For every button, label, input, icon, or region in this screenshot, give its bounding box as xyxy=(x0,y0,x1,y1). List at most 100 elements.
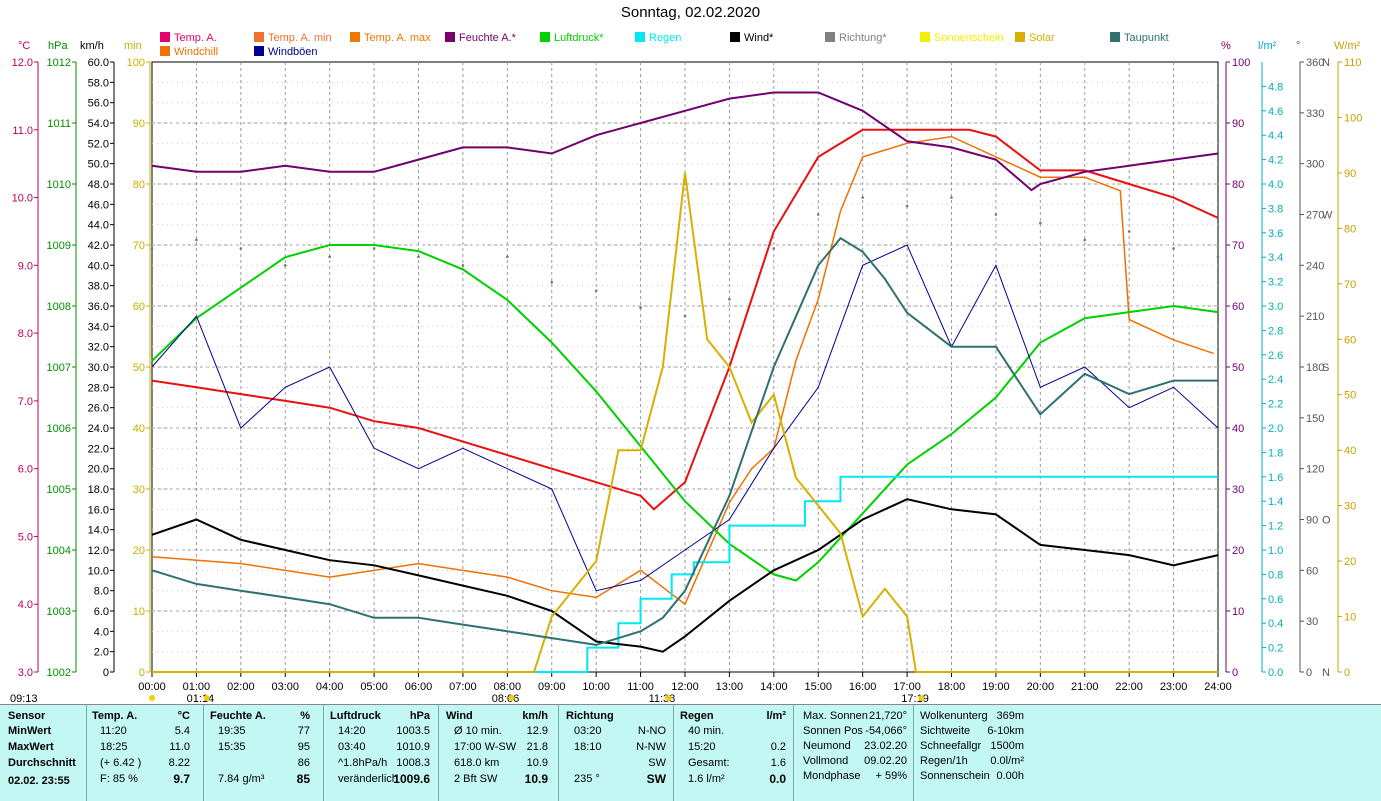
lm2-tick-label: 4.4 xyxy=(1268,130,1283,142)
temp-label: (+ 6.42 ) xyxy=(100,757,142,769)
legend-label: Richtung* xyxy=(839,32,887,44)
series-line-windben xyxy=(151,244,1219,592)
feuchte-value: 77 xyxy=(297,725,310,737)
regen-unit: l/m² xyxy=(766,710,786,722)
min-tick-label: 30 xyxy=(133,484,145,496)
temp-tick-label: 7.0 xyxy=(18,396,33,408)
x-tick-label: 20:00 xyxy=(1027,681,1055,693)
series-line-windchill xyxy=(151,135,1214,606)
sun-label: Sonnen Pos xyxy=(803,725,863,737)
lm2-tick-label: 2.2 xyxy=(1268,399,1283,411)
misc-value: 0.0l/m² xyxy=(990,755,1024,767)
pct-tick-label: 40 xyxy=(1232,423,1244,435)
richtung-value: N-NO xyxy=(637,725,666,737)
deg-tick-label: 120 xyxy=(1306,464,1324,476)
sun-marker-icon xyxy=(508,695,515,701)
legend-label: Solar xyxy=(1029,32,1055,44)
richtung-value: SW xyxy=(646,772,666,786)
legend-label: Sonnenschein xyxy=(934,32,1004,44)
wm2-tick-label: 90 xyxy=(1344,168,1356,180)
temp-label: F: 85 % xyxy=(100,773,138,785)
misc-label: Sichtweite xyxy=(920,725,971,737)
sun-marker-icon xyxy=(203,695,210,701)
wind-label: 2 Bft SW xyxy=(454,773,498,785)
regen-value: 0.0 xyxy=(769,772,786,786)
kmh-tick-label: 40.0 xyxy=(88,260,109,272)
kmh-tick-label: 22.0 xyxy=(88,443,109,455)
legend-label: Windböen xyxy=(268,46,318,58)
druck-label: 14:20 xyxy=(338,725,366,737)
kmh-tick-label: 56.0 xyxy=(88,98,109,110)
kmh-tick-label: 44.0 xyxy=(88,220,109,232)
sun-label: Vollmond xyxy=(803,755,849,767)
sun-marker-icon xyxy=(918,695,925,701)
temp-value: 5.4 xyxy=(174,725,190,737)
lm2-tick-label: 0.8 xyxy=(1268,569,1283,581)
temp-tick-label: 4.0 xyxy=(18,599,33,611)
legend-item: Regen xyxy=(635,32,681,44)
wind-label: 17:00 W-SW xyxy=(454,741,517,753)
deg-tick-label: 300 xyxy=(1306,159,1324,171)
kmh-tick-label: 42.0 xyxy=(88,240,109,252)
legend-label: Temp. A. xyxy=(174,32,217,44)
direction-point xyxy=(639,306,642,309)
wind-label: 618.0 km xyxy=(454,757,500,769)
misc-label: Schneefallgr xyxy=(920,740,982,752)
misc-label: Sonnenschein xyxy=(920,770,990,782)
direction-point xyxy=(550,280,554,284)
lm2-tick-label: 3.2 xyxy=(1268,277,1283,289)
legend-swatch xyxy=(1015,32,1025,42)
druck-label: veränderlich xyxy=(338,773,398,785)
legend-item: Feuchte A.* xyxy=(445,32,516,44)
x-tick-label: 23:00 xyxy=(1160,681,1188,693)
temp-value: 9.7 xyxy=(173,772,190,786)
sun-value: 23.02.20 xyxy=(864,740,907,752)
richtung-label: 235 ° xyxy=(574,773,600,785)
x-tick-label: 21:00 xyxy=(1071,681,1099,693)
lm2-tick-label: 1.0 xyxy=(1268,545,1283,557)
direction-point xyxy=(1172,247,1175,250)
feuchte-header: Feuchte A. xyxy=(210,710,266,722)
panel-divider xyxy=(673,705,674,801)
richtung-header: Richtung xyxy=(566,710,614,722)
legend-swatch xyxy=(350,32,360,42)
kmh-tick-label: 10.0 xyxy=(88,565,109,577)
min-tick-label: 100 xyxy=(127,57,145,69)
feuchte-value: 95 xyxy=(297,741,310,753)
hpa-tick-label: 1008 xyxy=(47,301,71,313)
direction-point xyxy=(683,314,687,318)
kmh-tick-label: 34.0 xyxy=(88,321,109,333)
druck-value: 1008.3 xyxy=(396,757,430,769)
pct-tick-label: 50 xyxy=(1232,362,1244,374)
pct-tick-label: 20 xyxy=(1232,545,1244,557)
hpa-axis-unit: hPa xyxy=(48,40,68,52)
legend-item: Windböen xyxy=(254,46,318,58)
pct-tick-label: 30 xyxy=(1232,484,1244,496)
legend-label: Temp. A. max xyxy=(364,32,431,44)
time-marker-label: 17:19 xyxy=(901,693,929,704)
misc-label: Regen/1h xyxy=(920,755,968,767)
panel-divider xyxy=(913,705,914,801)
sun-label: Max. Sonnen xyxy=(803,710,868,722)
min-tick-label: 20 xyxy=(133,545,145,557)
temp-tick-label: 6.0 xyxy=(18,464,33,476)
deg-tick-label: 90 xyxy=(1306,515,1318,527)
wm2-tick-label: 10 xyxy=(1344,612,1356,624)
legend-swatch xyxy=(160,32,170,42)
wm2-tick-label: 60 xyxy=(1344,334,1356,346)
wm2-tick-label: 50 xyxy=(1344,390,1356,402)
hpa-tick-label: 1010 xyxy=(47,179,71,191)
x-tick-label: 12:00 xyxy=(671,681,699,693)
druck-label: ^1.8hPa/h xyxy=(338,757,388,769)
kmh-tick-label: 26.0 xyxy=(88,403,109,415)
sun-value: -54,066° xyxy=(865,725,907,737)
deg-tick-label: 240 xyxy=(1306,260,1324,272)
regen-header: Regen xyxy=(680,710,714,722)
direction-point xyxy=(417,255,420,259)
x-tick-label: 03:00 xyxy=(271,681,299,693)
sun-value: + 59% xyxy=(875,770,908,782)
misc-value: 1500m xyxy=(990,740,1024,752)
direction-point xyxy=(950,196,953,199)
kmh-axis-unit: km/h xyxy=(80,40,104,52)
wind-unit: km/h xyxy=(522,710,548,722)
